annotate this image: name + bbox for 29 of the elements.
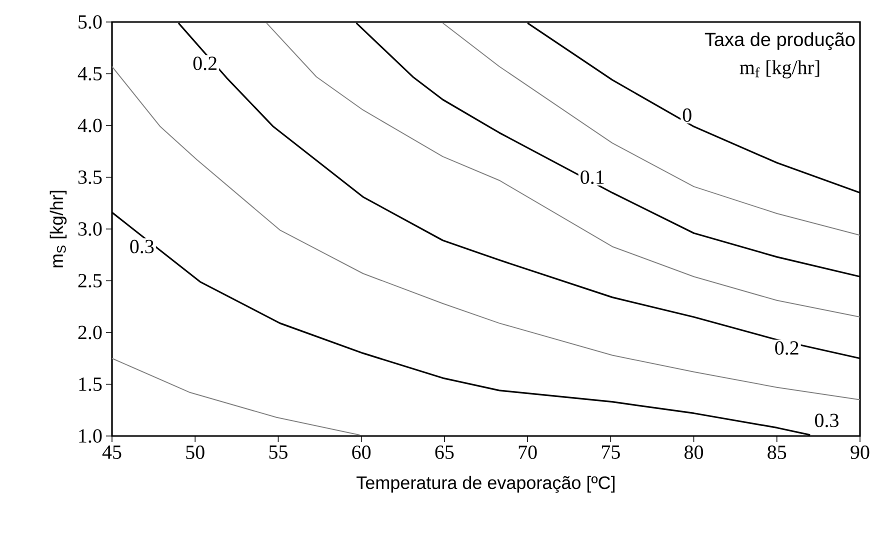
annotation: 0.2	[775, 341, 798, 355]
y-tick-label: 2.0	[78, 326, 102, 340]
annotation: m$_{f}$ [kg/hr]	[740, 60, 820, 78]
x-tick-label: 60	[352, 446, 371, 460]
annotation: Taxa de produção	[704, 32, 855, 50]
annotation: 0.1	[580, 170, 604, 184]
x-tick-label: 45	[102, 446, 122, 459]
x-axis-title: Temperatura de evaporação [ºC]	[356, 476, 615, 493]
x-tick-label: 75	[602, 446, 620, 459]
x-tick-label: 70	[518, 446, 537, 460]
annotation: 0.2	[193, 56, 216, 70]
y-tick-label: 1.5	[79, 378, 102, 391]
x-tick-label: 85	[768, 446, 786, 460]
y-tick-label: 5.0	[78, 15, 102, 29]
y-tick-label: 4.0	[78, 118, 102, 132]
y-tick-label: 2.5	[78, 274, 102, 288]
y-tick-label: 4.5	[78, 67, 102, 80]
y-tick-label: 1.0	[79, 429, 102, 443]
x-tick-label: 50	[186, 446, 204, 460]
y-tick-label: 3.5	[78, 170, 102, 184]
annotation: 0.3	[815, 414, 838, 428]
x-tick-label: 65	[435, 446, 454, 459]
annotation: 0.3	[130, 240, 154, 254]
y-tick-label: 3.0	[78, 222, 102, 236]
x-tick-label: 80	[684, 446, 704, 460]
x-tick-label: 55	[269, 446, 288, 459]
annotation: 0	[682, 108, 692, 122]
x-tick-label: 90	[850, 446, 870, 460]
y-axis-title: m$_{S}$ [kg/hr]	[50, 190, 67, 268]
